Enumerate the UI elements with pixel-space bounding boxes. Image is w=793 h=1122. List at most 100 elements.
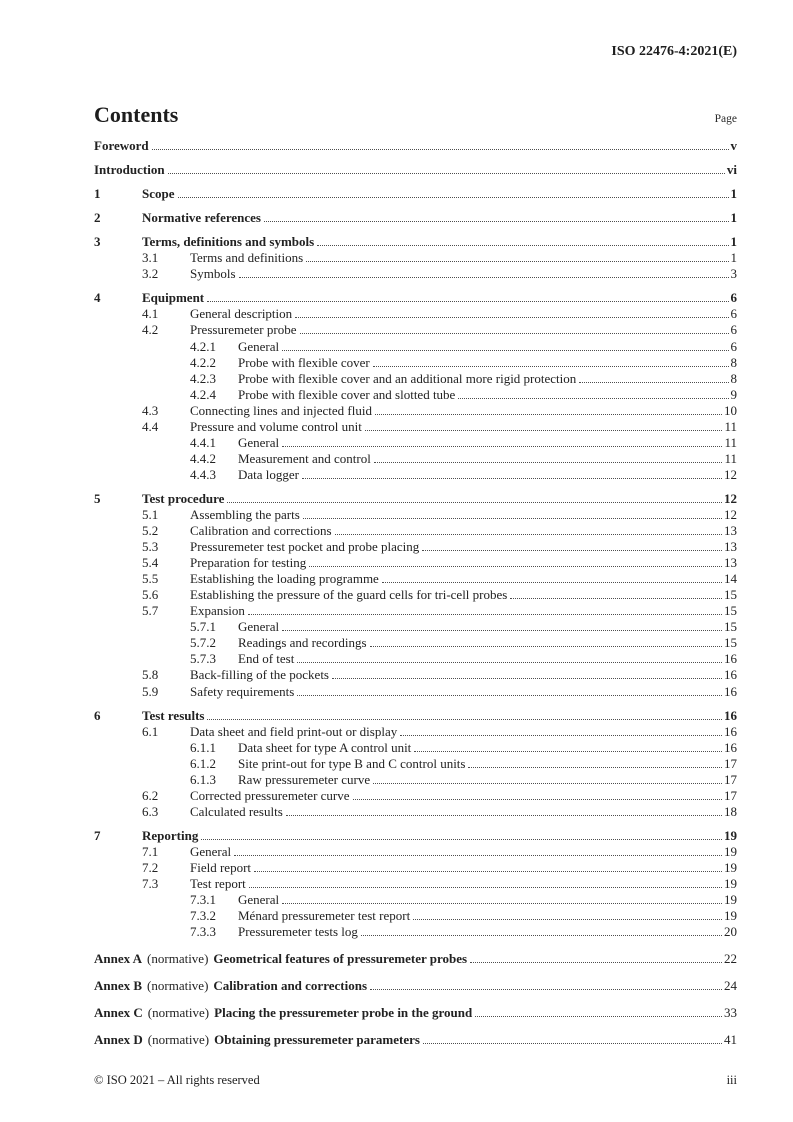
toc-annex-tag: (normative)	[147, 951, 209, 967]
dot-leader	[373, 772, 722, 784]
toc-entry-page: 15	[724, 587, 737, 603]
toc-entry-number: 3	[94, 234, 101, 250]
toc-entry: 5.9 Safety requirements 16	[94, 683, 737, 699]
toc-entry-title: Calibration and corrections	[190, 523, 332, 539]
dot-leader	[282, 892, 722, 905]
toc-entry-number: 4.2.4	[190, 386, 216, 402]
dot-leader	[332, 667, 722, 680]
toc-entry-number: 7	[94, 827, 101, 843]
toc-entry-page: 1	[730, 250, 738, 266]
toc-entry-number: 6.1.2	[190, 755, 216, 771]
toc-entry-title: Establishing the pressure of the guard c…	[190, 587, 508, 603]
toc-entry-number: 4.4.1	[190, 434, 216, 450]
toc-entry-title: Obtaining pressuremeter parameters	[214, 1032, 420, 1048]
toc-entry-title: Establishing the loading programme	[190, 571, 379, 587]
toc-entry: 5.4 Preparation for testing 13	[94, 555, 737, 571]
toc-entry-title: Raw pressuremeter curve	[238, 771, 371, 787]
toc-entry-annex: Annex D (normative) Obtaining pressuremete…	[94, 1032, 737, 1048]
toc-entry-number: 4.3	[142, 402, 159, 418]
toc-entry: 5.5 Establishing the loading programme 14	[94, 571, 737, 587]
copyright-notice: © ISO 2021 – All rights reserved	[94, 1073, 260, 1087]
toc-entry-annex: Annex C (normative) Placing the pressureme…	[94, 1005, 737, 1021]
toc-entry-page: 8	[730, 370, 738, 386]
toc-entry-number: 5.3	[142, 539, 159, 555]
toc-entry-number: 6.1.1	[190, 739, 216, 755]
toc-entry-number: 4.1	[142, 306, 159, 322]
toc-entry-title: Scope	[142, 186, 175, 202]
toc-entry-number: 4.4.2	[190, 450, 216, 466]
dot-leader	[458, 387, 729, 399]
toc-entry-annex: Annex B (normative) Calibration and correc…	[94, 978, 737, 994]
toc-entry-title: Probe with flexible cover and slotted tu…	[238, 386, 456, 402]
toc-annex-tag: (normative)	[147, 1005, 210, 1021]
toc-entry-page: v	[730, 138, 738, 154]
dot-leader	[227, 491, 722, 503]
toc-entry: 5.8 Back-filling of the pockets 16	[94, 667, 737, 683]
toc-entry-page: 15	[724, 619, 737, 635]
toc-entry-title: Test procedure	[142, 490, 225, 506]
dot-leader	[201, 828, 722, 840]
toc-entry-title: Symbols	[190, 266, 236, 282]
toc-entry-number: 6.2	[142, 787, 159, 803]
toc-entry: 4.4 Pressure and volume control unit 11	[94, 419, 737, 435]
toc-entry: 6.2 Corrected pressuremeter curve 17	[94, 788, 737, 804]
dot-leader	[306, 250, 729, 263]
toc-entry-number: 6.1.3	[190, 771, 216, 787]
toc-entry-title: Terms and definitions	[190, 250, 304, 266]
toc-entry: 7.2 Field report 19	[94, 860, 737, 876]
toc-entry-title: Safety requirements	[190, 683, 295, 699]
toc-entry: 5.7 Expansion 15	[94, 603, 737, 619]
toc-entry-number: 7.3.3	[190, 924, 216, 940]
toc-entry-title: Data logger	[238, 466, 300, 482]
toc-entry: 5.3 Pressuremeter test pocket and probe p…	[94, 539, 737, 555]
toc-entry-title: General	[190, 843, 232, 859]
toc-entry-number: 4.2	[142, 322, 159, 338]
dot-leader	[317, 234, 729, 247]
document-header: ISO 22476-4:2021(E)	[94, 44, 737, 60]
dot-leader	[254, 860, 722, 872]
dot-leader	[177, 186, 729, 199]
toc-entry-annex: Annex A (normative) Geometrical features o…	[94, 951, 737, 967]
toc-entry-page: 16	[724, 667, 737, 683]
toc-entry-number: 2	[94, 210, 101, 226]
toc-entry: 5.7.1 General 15	[94, 619, 737, 635]
toc-entry-number: 4.2.2	[190, 354, 216, 370]
toc-entry-page: 22	[724, 951, 737, 967]
toc-entry-number: 5.7.2	[190, 635, 216, 651]
toc-entry: 4.4.3 Data logger 12	[94, 467, 737, 483]
toc-entry-page: 16	[724, 707, 737, 723]
toc-entry-page: 11	[724, 418, 737, 434]
toc-entry-title: End of test	[238, 651, 295, 667]
toc-entry: 4.2 Pressuremeter probe 6	[94, 322, 737, 338]
toc-entry: 6.3 Calculated results 18	[94, 804, 737, 820]
toc-entry-number: 7.3.2	[190, 908, 216, 924]
page-column-label: Page	[714, 113, 737, 125]
toc-entry-number: 7.3	[142, 876, 159, 892]
toc-entry: 7.1 General 19	[94, 844, 737, 860]
toc-entry-title: Test report	[190, 876, 246, 892]
toc-entry-page: 24	[724, 978, 737, 994]
toc-entry-page: 16	[724, 683, 737, 699]
toc-entry: 7.3 Test report 19	[94, 876, 737, 892]
toc-entry-number: 6	[94, 707, 101, 723]
toc-entry-number: 5.6	[142, 587, 159, 603]
toc-entry-page: 41	[724, 1032, 737, 1048]
toc-entry-number: 5.1	[142, 506, 159, 522]
dot-leader	[414, 740, 722, 752]
toc-entry-page: 1	[730, 210, 738, 226]
toc-entry-page: 11	[724, 450, 737, 466]
toc-entry-title: Pressuremeter tests log	[238, 924, 358, 940]
toc-entry: 4.2.3 Probe with flexible cover and an ad…	[94, 371, 737, 387]
toc-entry-page: 17	[724, 771, 737, 787]
toc-entry-title: Pressure and volume control unit	[190, 418, 362, 434]
dot-leader	[475, 1005, 722, 1018]
toc-entry-page: 19	[724, 908, 737, 924]
toc-entry-number: 5.5	[142, 571, 159, 587]
toc-entry-number: 7.2	[142, 859, 159, 875]
toc-entry-page: 1	[730, 234, 738, 250]
toc-entry-title: Readings and recordings	[238, 635, 367, 651]
dot-leader	[413, 908, 722, 921]
toc-entry-page: 13	[724, 555, 737, 571]
toc-entry: 5.7.3 End of test 16	[94, 651, 737, 667]
